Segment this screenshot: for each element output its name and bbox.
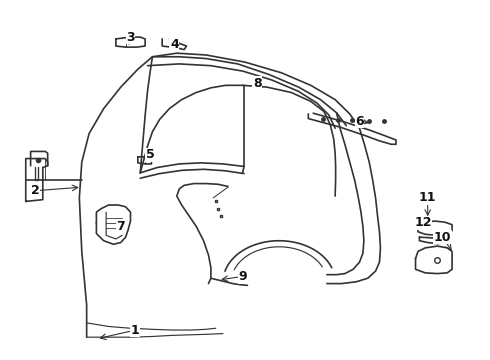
Text: 6: 6: [355, 114, 364, 127]
Text: 9: 9: [238, 270, 247, 283]
Text: 2: 2: [31, 184, 40, 197]
Text: 10: 10: [434, 231, 451, 244]
Text: 4: 4: [170, 38, 179, 51]
Text: 5: 5: [146, 148, 154, 162]
Text: 3: 3: [126, 31, 135, 44]
Text: 11: 11: [419, 192, 437, 204]
Text: 7: 7: [117, 220, 125, 233]
Text: 1: 1: [131, 324, 140, 337]
Text: 8: 8: [253, 77, 262, 90]
Text: 12: 12: [414, 216, 432, 229]
